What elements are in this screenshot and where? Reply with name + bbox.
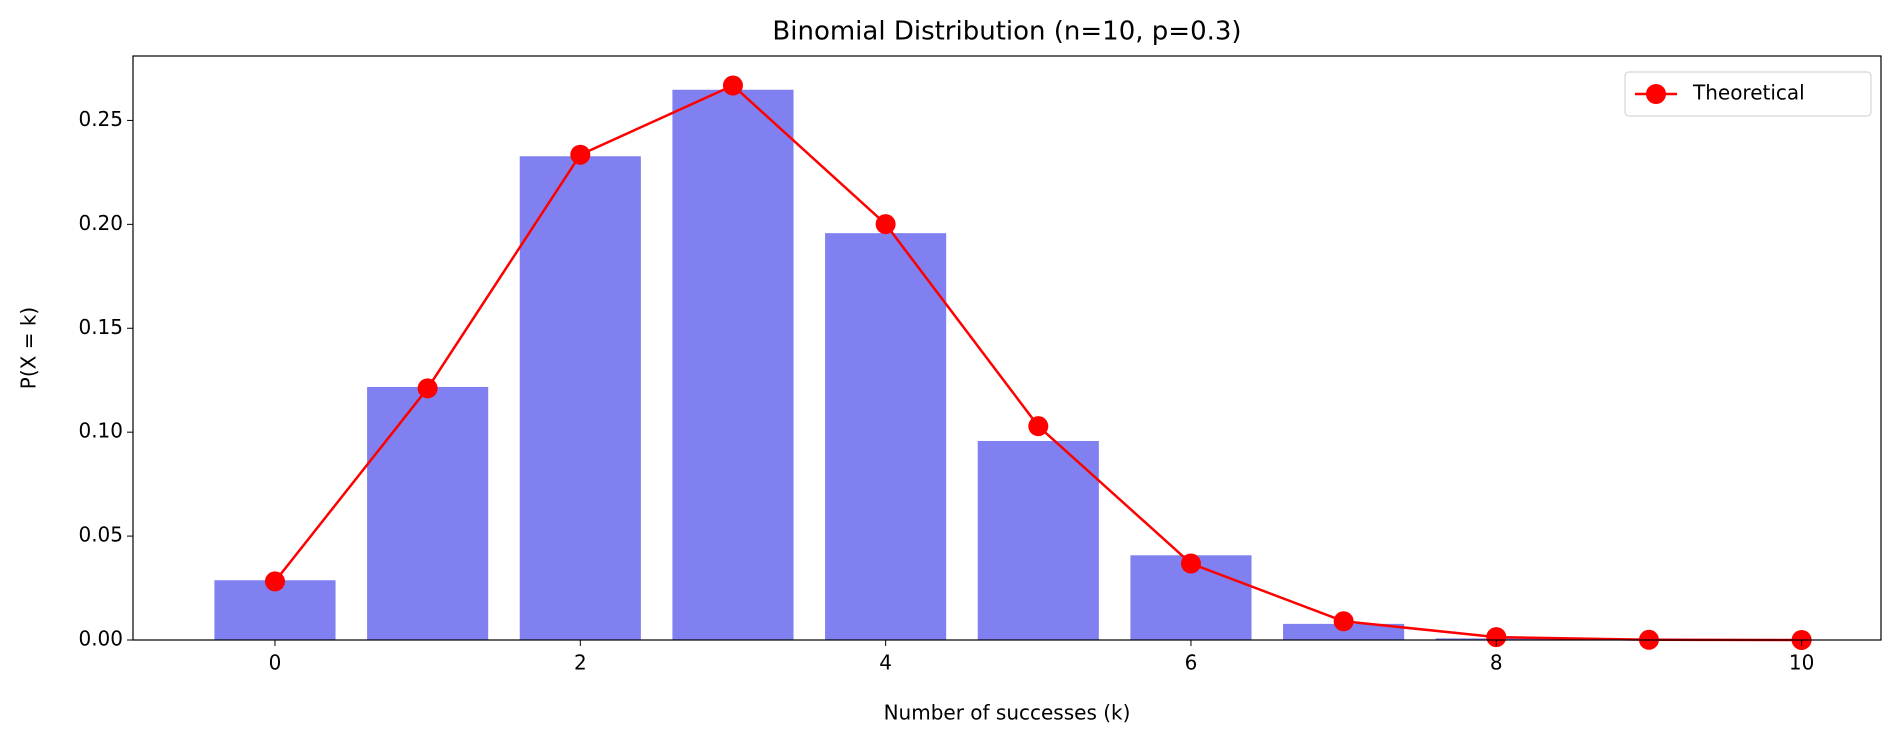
marker xyxy=(875,214,896,235)
x-tick-label: 2 xyxy=(574,651,587,675)
bar xyxy=(976,439,1100,641)
marker xyxy=(1333,611,1354,632)
bar xyxy=(671,88,795,641)
chart-title: Binomial Distribution (n=10, p=0.3) xyxy=(772,17,1241,47)
marker xyxy=(570,144,591,165)
marker xyxy=(264,571,285,592)
y-tick-label: 0.25 xyxy=(78,107,123,131)
marker xyxy=(722,75,743,96)
marker xyxy=(1028,416,1049,437)
bar xyxy=(518,155,642,641)
bar xyxy=(366,385,490,641)
y-tick-label: 0.10 xyxy=(78,419,123,443)
marker xyxy=(1180,553,1201,574)
x-tick-label: 6 xyxy=(1185,651,1198,675)
plot-frame xyxy=(132,55,1882,641)
x-tick-label: 4 xyxy=(879,651,892,675)
y-tick-label: 0.20 xyxy=(78,211,123,235)
x-tick-label: 10 xyxy=(1789,651,1814,675)
y-tick-label: 0.05 xyxy=(78,523,123,547)
marker xyxy=(417,378,438,399)
y-tick-label: 0.15 xyxy=(78,315,123,339)
x-tick-label: 0 xyxy=(269,651,282,675)
x-axis-label: Number of successes (k) xyxy=(884,701,1131,725)
y-axis-label: P(X = k) xyxy=(17,307,41,389)
marker xyxy=(1486,627,1507,648)
legend-marker xyxy=(1646,84,1666,104)
bar xyxy=(824,232,948,641)
legend-label: Theoretical xyxy=(1692,81,1805,105)
x-tick-label: 8 xyxy=(1490,651,1503,675)
legend-box xyxy=(1624,71,1872,117)
y-tick-label: 0.00 xyxy=(78,627,123,651)
